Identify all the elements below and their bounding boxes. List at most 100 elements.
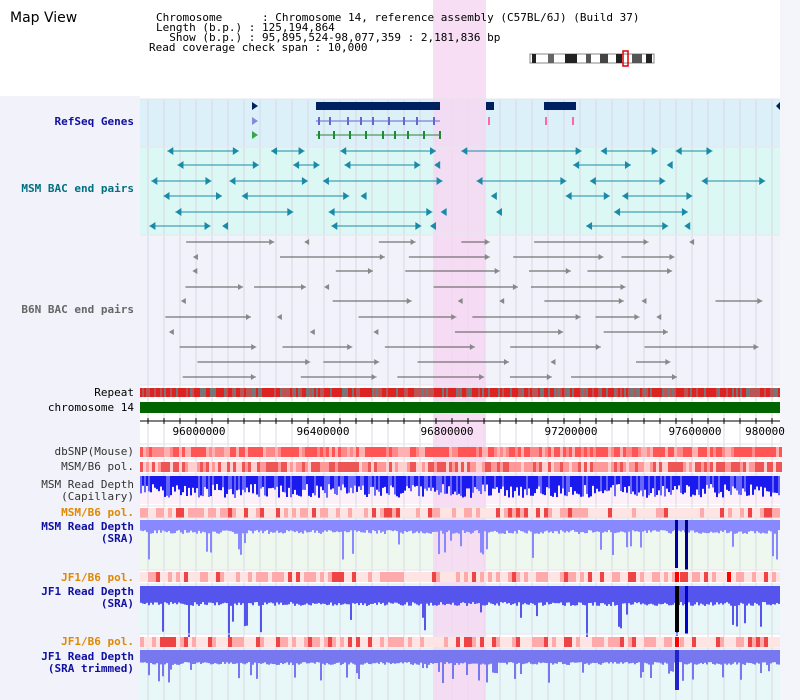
pol-density — [215, 462, 218, 472]
repeat-segment — [482, 388, 484, 397]
depth-bar — [696, 476, 698, 490]
snp-density — [251, 447, 254, 457]
snp-density — [155, 447, 158, 457]
pol-density — [712, 572, 716, 582]
depth-bar — [212, 662, 214, 665]
snp-density — [500, 447, 503, 457]
depth-bar — [326, 530, 328, 532]
repeat-segment — [556, 388, 558, 397]
pol-density — [460, 572, 464, 582]
pol-density — [484, 572, 488, 582]
snp-density — [632, 447, 635, 457]
depth-bar — [220, 476, 222, 491]
jf1-depth-sra-track-label[interactable]: JF1 Read Depth (SRA) — [41, 585, 134, 610]
depth-bar — [382, 476, 384, 488]
jf1-b6-pol-track-label[interactable]: JF1/B6 pol. — [61, 571, 134, 584]
exon — [372, 117, 374, 125]
msm-b6-pol-sra-track-label[interactable]: MSM/B6 pol. — [61, 506, 134, 519]
repeat-segment — [498, 388, 500, 397]
depth-bar — [546, 476, 548, 488]
pol-density — [488, 462, 491, 472]
depth-bar — [474, 662, 476, 664]
repeat-segment — [396, 388, 398, 397]
depth-bar — [718, 530, 720, 534]
pol-density — [616, 508, 620, 518]
pol-density — [578, 462, 581, 472]
b6n-bac-track-label[interactable]: B6N BAC end pairs — [21, 303, 134, 316]
depth-bar — [544, 662, 546, 663]
snp-density — [341, 447, 344, 457]
depth-bar — [526, 602, 528, 605]
msm-bac-track-label[interactable]: MSM BAC end pairs — [21, 182, 134, 195]
repeat-track-label[interactable]: Repeat — [94, 386, 134, 399]
pol-density — [173, 462, 176, 472]
dbsnp-track-label[interactable]: dbSNP(Mouse) — [54, 445, 134, 458]
pol-density — [371, 462, 374, 472]
snp-density — [479, 447, 482, 457]
repeat-segment — [368, 388, 370, 397]
repeat-segment — [190, 388, 192, 397]
exon — [329, 117, 331, 125]
depth-bar — [236, 530, 238, 534]
depth-bar — [458, 602, 460, 606]
depth-bar — [722, 602, 724, 605]
pol-density — [743, 462, 746, 472]
pol-density — [557, 462, 560, 472]
pol-density — [389, 462, 392, 472]
depth-spike — [685, 520, 688, 570]
depth-bar — [562, 662, 564, 665]
depth-bar — [676, 476, 678, 490]
jf1-depth-trimmed-track-label[interactable]: JF1 Read Depth (SRA trimmed) — [41, 650, 134, 675]
repeat-segment — [470, 388, 472, 397]
depth-bar — [272, 602, 274, 604]
axis-tick-label: 96800000 — [421, 425, 474, 438]
pol-density — [236, 508, 240, 518]
depth-bar — [624, 602, 626, 604]
bac-end-arrow — [180, 298, 186, 304]
depth-bar — [384, 476, 386, 487]
pol-density — [203, 462, 206, 472]
depth-bar — [406, 662, 408, 663]
pol-density — [692, 462, 695, 472]
pol-density — [656, 637, 660, 647]
depth-bar — [442, 530, 444, 534]
chromosome-track-label[interactable]: chromosome 14 — [47, 401, 134, 414]
repeat-segment — [494, 388, 496, 397]
pol-density — [146, 462, 149, 472]
depth-bar — [150, 662, 152, 664]
depth-bar — [640, 662, 642, 678]
depth-bar — [362, 476, 364, 486]
depth-bar — [542, 476, 544, 495]
msm-depth-sra-track-label[interactable]: MSM Read Depth (SRA) — [41, 520, 134, 545]
pol-density — [554, 462, 557, 472]
pol-density — [276, 572, 280, 582]
msm-depth-capillary-track-label[interactable]: MSM Read Depth (Capillary) — [41, 478, 134, 503]
depth-bar — [582, 602, 584, 605]
pol-density — [461, 462, 464, 472]
refseq-track-label[interactable]: RefSeq Genes — [54, 115, 134, 128]
pol-density — [228, 637, 232, 647]
bac-end-arrow — [322, 177, 329, 185]
snp-density — [437, 447, 440, 457]
msm-b6-pol-track-label[interactable]: MSM/B6 pol. — [61, 460, 134, 473]
depth-bar — [706, 530, 708, 534]
depth-bar — [254, 530, 256, 531]
depth-bar — [520, 662, 522, 675]
ideogram-band — [586, 54, 591, 63]
jf1-b6-pol-trim-track-label[interactable]: JF1/B6 pol. — [61, 635, 134, 648]
snp-density — [146, 447, 149, 457]
repeat-segment — [680, 388, 682, 397]
pol-density — [392, 637, 396, 647]
pol-density — [272, 462, 275, 472]
pol-density — [240, 637, 244, 647]
repeat-segment — [250, 388, 252, 397]
depth-bar — [294, 476, 296, 490]
depth-bar — [280, 476, 282, 486]
bac-end-arrow — [499, 298, 505, 304]
pol-density — [600, 572, 604, 582]
depth-bar — [670, 530, 672, 534]
depth-bar — [396, 476, 398, 497]
depth-bar — [394, 602, 396, 603]
depth-bar — [490, 662, 492, 664]
